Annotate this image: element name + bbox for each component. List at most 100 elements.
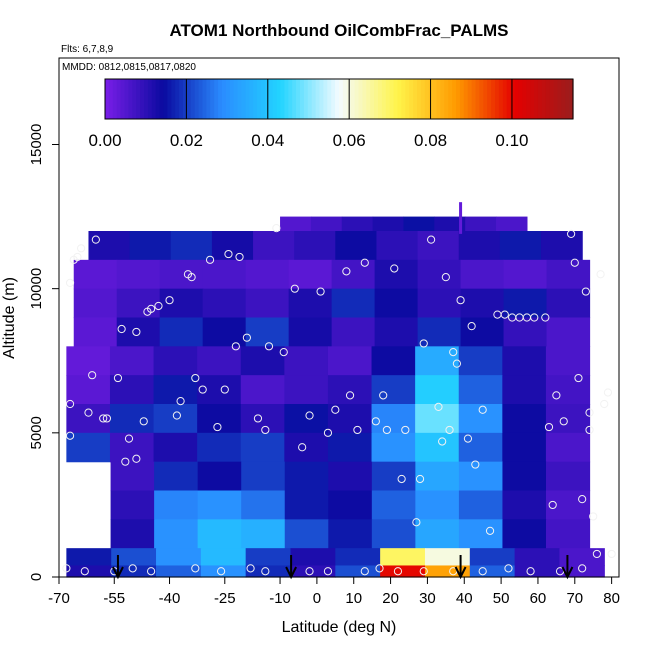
colorbar-swatch: [253, 79, 258, 119]
x-tick-label: 20: [382, 590, 399, 607]
colorbar-swatch: [331, 79, 336, 119]
field-cell: [197, 375, 242, 405]
colorbar-swatch: [120, 79, 126, 119]
field-cell: [460, 259, 505, 290]
field-cell: [66, 346, 111, 376]
x-tick-label: 30: [419, 590, 436, 607]
field-cell: [154, 490, 199, 520]
field-cell: [372, 216, 405, 232]
x-tick-label: -55: [103, 590, 125, 607]
colorbar-swatch: [393, 79, 399, 119]
colorbar-swatch: [436, 79, 441, 119]
colorbar-swatch: [444, 79, 449, 119]
colorbar-swatch: [491, 79, 496, 119]
colorbar-swatch: [381, 79, 387, 119]
observation-point: [187, 273, 196, 282]
field-cell: [197, 432, 242, 463]
field-cell: [545, 461, 591, 492]
colorbar-swatch: [276, 79, 282, 119]
field-cell: [546, 317, 591, 347]
field-row: [66, 346, 591, 376]
colorbar-swatch: [132, 79, 137, 119]
observation-point: [397, 474, 406, 484]
field-cell: [156, 565, 202, 578]
y-axis-label: Altitude (m): [1, 277, 18, 359]
observation-point: [603, 388, 613, 397]
observation-point: [154, 301, 163, 311]
colorbar-swatch: [300, 79, 305, 119]
field-cell: [284, 346, 329, 376]
colorbar-swatch: [487, 79, 492, 119]
observation-point: [132, 454, 141, 463]
observation-point: [438, 437, 447, 446]
colorbar-swatch: [448, 79, 453, 119]
observation-point: [217, 567, 226, 576]
field-cell: [371, 432, 416, 463]
field-cell: [116, 288, 161, 319]
x-tick-label: -10: [269, 590, 291, 607]
field-cell: [545, 346, 591, 376]
observation-point: [272, 224, 281, 233]
field-cell: [66, 548, 112, 567]
observation-point: [578, 495, 587, 504]
observation-point: [290, 284, 299, 293]
observation-point: [415, 474, 425, 484]
colorbar-swatch: [530, 79, 535, 119]
observation-point: [578, 564, 587, 573]
colorbar-swatch: [569, 79, 574, 119]
field-cell: [66, 404, 111, 434]
observation-point: [526, 567, 535, 576]
field-cell: [545, 375, 591, 405]
field-cell: [197, 490, 242, 520]
field-cell: [111, 548, 157, 567]
colorbar-swatch: [190, 79, 196, 119]
observation-point: [467, 322, 476, 331]
observation-point: [478, 567, 487, 576]
colorbar-swatch: [378, 79, 383, 119]
observation-point: [323, 567, 333, 576]
observation-point: [360, 567, 369, 576]
field-cell: [245, 317, 290, 347]
observation-point: [224, 249, 233, 259]
field-cell: [458, 490, 504, 520]
colorbar-tick-label: 0.00: [88, 131, 121, 150]
observation-point: [205, 255, 215, 264]
field-row: [280, 216, 528, 232]
field-cell: [153, 432, 198, 463]
x-axis-label: Latitude (deg N): [282, 619, 397, 636]
observation-point: [559, 417, 568, 426]
field-cell: [245, 565, 292, 578]
colorbar-swatch: [108, 79, 114, 119]
observation-point: [463, 434, 473, 443]
field-cell: [66, 375, 111, 405]
x-tick-label: 60: [530, 590, 547, 607]
field-cell: [328, 490, 373, 520]
observation-point: [65, 278, 75, 287]
field-cell: [240, 404, 285, 434]
observation-point: [176, 397, 185, 406]
field-cell: [153, 346, 198, 376]
observation-point: [485, 526, 495, 535]
colorbar-swatch: [374, 79, 379, 119]
observation-point: [360, 258, 369, 267]
colorbar-swatch: [424, 79, 430, 119]
colorbar-swatch: [241, 79, 246, 119]
field-cell: [253, 231, 295, 261]
colorbar-swatch: [561, 79, 566, 119]
field-cell: [502, 346, 547, 376]
field-cell: [374, 288, 419, 319]
field-cell: [170, 231, 213, 261]
observation-point: [574, 373, 583, 383]
observation-point: [102, 414, 111, 423]
observation-point: [172, 411, 181, 420]
field-cell: [109, 375, 155, 405]
field-cell: [376, 231, 419, 261]
y-tick-label: 0: [28, 573, 45, 581]
field-cell: [371, 375, 416, 405]
field-cell: [460, 317, 505, 347]
observation-point: [567, 229, 576, 238]
field-cell: [331, 259, 376, 290]
field-cell: [197, 519, 242, 549]
colorbar-swatch: [413, 79, 418, 119]
field-cell: [294, 231, 336, 261]
